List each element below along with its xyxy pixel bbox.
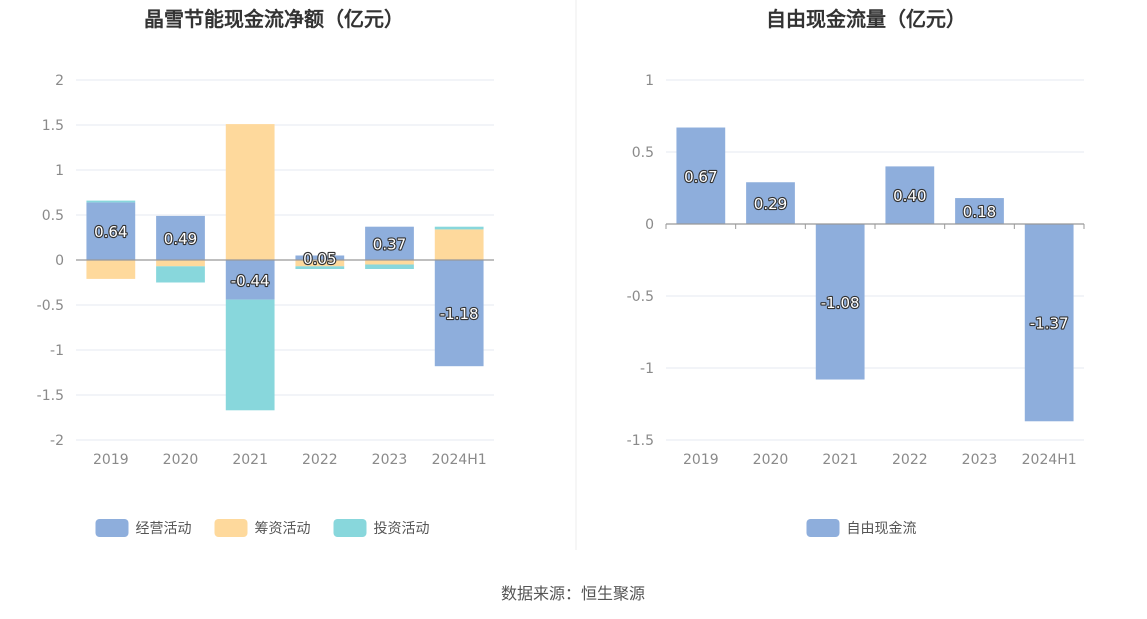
x-tick-label: 2021 xyxy=(822,452,858,468)
bar-3-2021 xyxy=(225,299,275,411)
y-tick-label: 1 xyxy=(645,73,654,89)
bar-1-2022 xyxy=(885,166,935,224)
data-label: -1.08 xyxy=(821,294,860,312)
bar-1-2022 xyxy=(295,255,345,260)
x-tick-label: 2023 xyxy=(962,452,998,468)
data-source: 数据来源：恒生聚源 xyxy=(501,584,645,603)
x-tick-label: 2023 xyxy=(372,452,408,468)
y-tick-label: -0.5 xyxy=(37,298,64,314)
data-label: -1.18 xyxy=(440,305,479,323)
y-tick-label: -1.5 xyxy=(37,388,64,404)
x-tick-label: 2021 xyxy=(232,452,268,468)
y-tick-label: 0.5 xyxy=(632,145,654,161)
bar-1-2019 xyxy=(86,202,136,260)
y-tick-label: 0 xyxy=(645,217,654,233)
y-tick-label: -0.5 xyxy=(627,289,654,305)
data-label: 0.67 xyxy=(684,168,717,186)
bar-2-2023 xyxy=(365,260,414,265)
bar-2-2020 xyxy=(156,260,205,267)
bar-3-2024H1 xyxy=(434,226,484,230)
bar-1-2023 xyxy=(955,198,1004,224)
x-tick-label: 2019 xyxy=(683,452,719,468)
x-tick-label: 2024H1 xyxy=(432,452,487,468)
bar-1-2024H1 xyxy=(434,260,484,367)
bar-3-2023 xyxy=(365,264,414,269)
bar-3-2019 xyxy=(86,200,136,203)
legend-swatch xyxy=(95,519,129,537)
bar-2-2019 xyxy=(86,260,136,279)
bar-3-2022 xyxy=(295,266,345,269)
y-tick-label: 0.5 xyxy=(42,208,64,224)
y-tick-label: -2 xyxy=(50,433,64,449)
data-label: 0.05 xyxy=(303,250,336,268)
legend-swatch xyxy=(806,519,840,537)
x-tick-label: 2024H1 xyxy=(1022,452,1077,468)
y-tick-label: -1 xyxy=(640,361,654,377)
data-label: 0.37 xyxy=(373,235,406,253)
legend-label: 经营活动 xyxy=(136,521,192,537)
bar-1-2021 xyxy=(815,224,865,380)
chart-title: 自由现金流量（亿元） xyxy=(766,7,966,31)
chart-title: 晶雪节能现金流净额（亿元） xyxy=(144,7,404,31)
legend-swatch xyxy=(214,519,248,537)
y-tick-label: 0 xyxy=(55,253,64,269)
data-label: 0.29 xyxy=(754,195,787,213)
bar-1-2019 xyxy=(676,127,726,224)
bar-1-2023 xyxy=(365,226,414,260)
data-label: -1.37 xyxy=(1030,315,1069,333)
bar-1-2021 xyxy=(225,260,275,300)
x-tick-label: 2020 xyxy=(163,452,199,468)
data-label: 0.49 xyxy=(164,230,197,248)
bar-2-2024H1 xyxy=(434,229,484,260)
data-label: 0.64 xyxy=(94,223,127,241)
legend-label: 投资活动 xyxy=(374,521,430,537)
bar-1-2020 xyxy=(156,215,205,260)
data-label: 0.18 xyxy=(963,203,996,221)
x-tick-label: 2022 xyxy=(892,452,928,468)
bar-1-2024H1 xyxy=(1024,224,1074,422)
y-tick-label: 2 xyxy=(55,73,64,89)
y-tick-label: -1.5 xyxy=(627,433,654,449)
free-cash-flow-chart: 自由现金流量（亿元） 1 0.5 0 -0.5 -1 -1.5 0.67 0.29 -1.08 0.… xyxy=(627,7,1085,537)
x-tick-label: 2020 xyxy=(753,452,789,468)
data-label: 0.40 xyxy=(893,187,926,205)
x-tick-label: 2022 xyxy=(302,452,338,468)
legend-label: 自由现金流 xyxy=(847,521,917,537)
y-tick-label: -1 xyxy=(50,343,64,359)
y-tick-label: 1 xyxy=(55,163,64,179)
legend-label: 筹资活动 xyxy=(255,520,311,537)
bar-3-2020 xyxy=(156,266,205,283)
data-label: -0.44 xyxy=(231,272,270,290)
bar-1-2020 xyxy=(746,182,795,224)
cash-flow-net-chart: 晶雪节能现金流净额（亿元） 2 1.5 1 0.5 0 -0.5 -1 -1.5 -2 0.64 0.… xyxy=(37,7,494,537)
bar-2-2022 xyxy=(295,260,345,267)
bar-2-2021 xyxy=(225,124,275,260)
x-tick-label: 2019 xyxy=(93,452,129,468)
y-tick-label: 1.5 xyxy=(42,118,64,134)
legend-swatch xyxy=(333,519,367,537)
